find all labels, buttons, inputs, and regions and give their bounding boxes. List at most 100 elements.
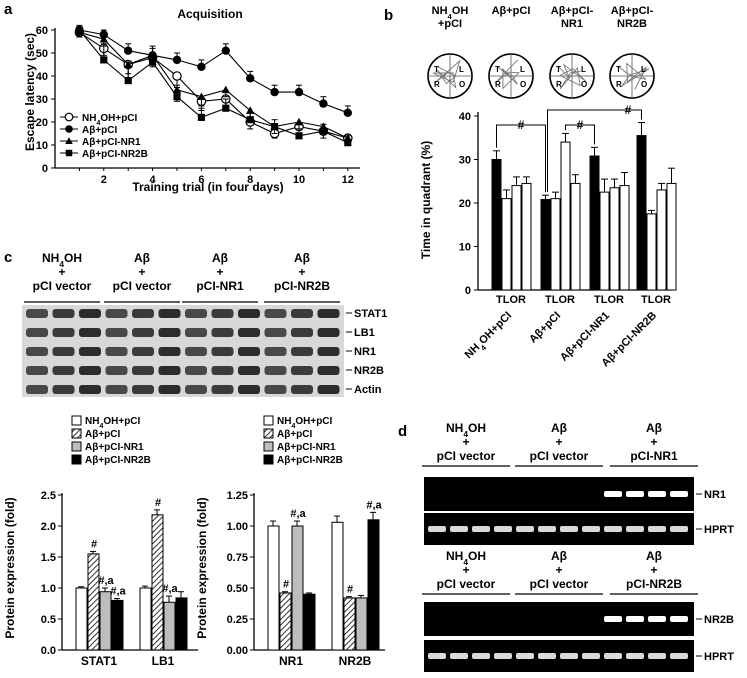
panel-c-left-bar-chart: Protein expression (fold) 0.0 0.5 1.0 1.5 2.… xyxy=(3,415,198,668)
group-label: Aβ+pCI xyxy=(527,310,563,346)
gel-band xyxy=(516,653,534,659)
gel-band-label: NR1 xyxy=(704,489,726,501)
blot-band xyxy=(264,366,287,375)
data-point xyxy=(75,26,83,34)
blot-band xyxy=(238,328,260,337)
gel-band xyxy=(648,491,666,497)
blot-band xyxy=(238,385,260,394)
blot-band xyxy=(211,328,234,337)
gel-group-header: pCI vector xyxy=(437,449,496,463)
blot-group-header: pCI vector xyxy=(33,279,92,293)
blot-band xyxy=(185,328,207,337)
gel-group-header: Aβ xyxy=(551,421,567,435)
gel-group-header: + xyxy=(650,563,657,577)
bar xyxy=(163,601,176,651)
bar xyxy=(87,553,100,651)
series-3 xyxy=(75,24,352,147)
series-line xyxy=(78,29,349,144)
data-point xyxy=(124,46,133,55)
significance-label: # xyxy=(91,538,97,550)
legend-swatch xyxy=(263,415,274,426)
panel-a-line-chart: Acquisition Escape latency (sec) Trainin… xyxy=(23,7,360,194)
gel-band xyxy=(670,526,688,532)
legend-label: NH4OH+pCI xyxy=(277,416,333,430)
panel-label-c: c xyxy=(4,249,12,266)
blot-band xyxy=(264,385,287,394)
gel-band xyxy=(670,616,688,622)
track-label: NR1 xyxy=(561,18,583,30)
quadrant-letter: R xyxy=(434,80,440,89)
bar xyxy=(175,597,188,651)
gel-band xyxy=(494,526,512,532)
significance-label: # xyxy=(347,584,353,596)
blot-band xyxy=(185,347,207,356)
bracket xyxy=(565,124,595,145)
blot-band xyxy=(26,328,48,337)
track-label: Aβ+pCI xyxy=(492,5,531,17)
legend-marker xyxy=(64,112,74,122)
significance-mark: # xyxy=(625,103,632,117)
bar xyxy=(139,587,152,651)
bar xyxy=(267,525,280,651)
blot-band xyxy=(26,309,48,318)
x-tick-label: 4 xyxy=(150,174,157,186)
blot-band xyxy=(211,366,234,375)
blot-band xyxy=(105,347,128,356)
x-tick-label: 2 xyxy=(101,174,107,186)
gel-band xyxy=(648,653,666,659)
blot-band xyxy=(317,366,340,375)
gel-band xyxy=(472,653,490,659)
blot-band xyxy=(52,347,75,356)
gel-band xyxy=(670,653,688,659)
quadrant-tick-labels: TLOR xyxy=(641,294,671,306)
gel-band xyxy=(626,526,644,532)
data-point xyxy=(99,35,108,43)
swim-path xyxy=(617,62,650,90)
y-tick-label: 10 xyxy=(459,242,471,254)
gel-group-header: Aβ xyxy=(646,421,662,435)
blot-band xyxy=(132,347,154,356)
blot-group-header: pCI-NR1 xyxy=(196,279,244,293)
bar xyxy=(619,185,630,291)
legend-label: Aβ+pCI-NR2B xyxy=(277,455,343,466)
bar xyxy=(343,597,356,651)
blot-band xyxy=(132,328,154,337)
series-1 xyxy=(75,25,352,118)
gel-band xyxy=(582,526,600,532)
legend-swatch xyxy=(71,415,82,426)
quadrant-letter: T xyxy=(495,65,500,74)
panel-a-title: Acquisition xyxy=(177,7,242,21)
blot-band xyxy=(211,347,234,356)
y-tick-label: 2.0 xyxy=(41,521,56,533)
legend-label: Aβ+pCI-NR2B xyxy=(82,149,148,160)
blot-band xyxy=(79,366,101,375)
legend-swatch xyxy=(71,441,82,452)
bar xyxy=(540,199,551,291)
data-point xyxy=(172,55,182,65)
blot-band xyxy=(105,309,128,318)
y-tick-label: 0.00 xyxy=(227,645,248,657)
bar xyxy=(521,182,532,291)
swim-path xyxy=(494,59,520,90)
panel-label-d: d xyxy=(398,423,407,440)
blot-band xyxy=(211,385,234,394)
gel-group-header: pCI vector xyxy=(530,449,589,463)
swim-path xyxy=(557,63,587,90)
blot-band xyxy=(317,385,340,394)
bracket xyxy=(547,109,642,193)
blot-band xyxy=(238,347,260,356)
data-point xyxy=(295,132,303,140)
blot-band xyxy=(185,309,207,318)
blot-band xyxy=(264,309,287,318)
blot-group-header: pCI vector xyxy=(113,279,172,293)
blot-band xyxy=(291,328,313,337)
y-tick-label: 0.50 xyxy=(227,583,248,595)
legend-label: NH4OH+pCI xyxy=(82,113,138,127)
blot-band xyxy=(132,309,154,318)
blot-group-header: + xyxy=(58,265,65,279)
blot-group-header: NH4OH xyxy=(42,251,82,269)
significance-mark: # xyxy=(518,118,525,132)
data-point xyxy=(100,56,108,64)
